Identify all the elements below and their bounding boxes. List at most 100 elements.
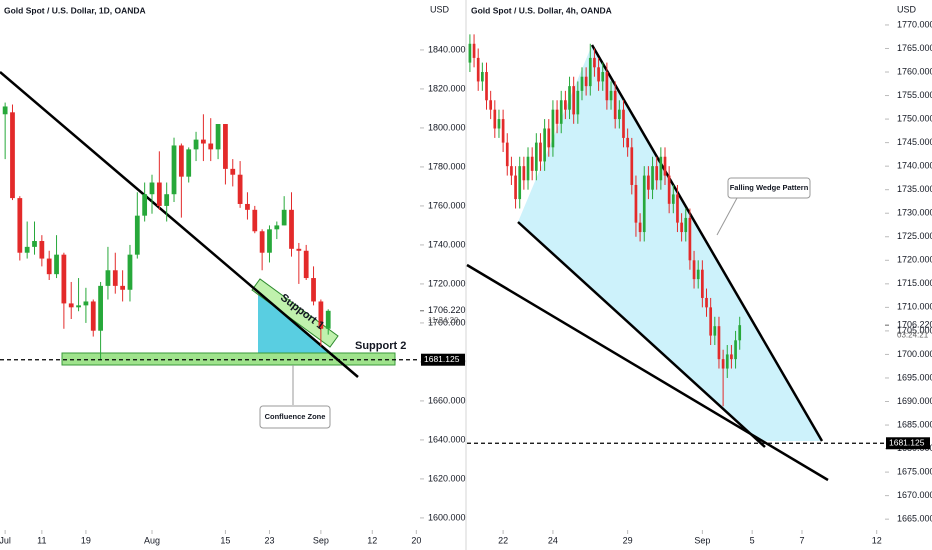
y-axis-label: USD (897, 4, 917, 14)
wedge-lower (517, 221, 766, 448)
support-2-zone (61, 352, 396, 366)
candle-body (721, 359, 725, 369)
candle-body (468, 43, 472, 63)
candle-body (201, 139, 206, 144)
candle-body (90, 301, 96, 331)
candle-body (701, 269, 704, 298)
candle-body (555, 109, 559, 124)
chart-title: Gold Spot / U.S. Dollar, 4h, OANDA (471, 5, 612, 15)
candle-body (46, 258, 52, 275)
x-tick-label: 5 (750, 535, 755, 545)
candle-body (568, 86, 571, 110)
y-tick-label: 1685.000 (897, 419, 932, 429)
candle-body (208, 143, 214, 150)
callout-box (259, 405, 331, 429)
candle-body (522, 166, 526, 181)
trend-line (0, 71, 359, 378)
candle-body (2, 106, 8, 115)
candle-body (667, 175, 671, 204)
x-tick-label: Sep (313, 535, 329, 545)
candle-body (676, 194, 679, 223)
x-tick-label: 7 (799, 535, 804, 545)
candle-body (223, 124, 228, 169)
y-tick-label: 1740.000 (897, 161, 932, 171)
y-tick-label: 1735.000 (897, 184, 932, 194)
candle-body (609, 90, 613, 101)
candle-body (472, 43, 476, 58)
candle-body (24, 246, 30, 253)
x-tick-label: Aug (144, 535, 160, 545)
candle-body (725, 354, 729, 369)
y-tick-label: 1720.000 (897, 255, 932, 265)
candle-body (605, 72, 609, 101)
y-tick-label: 1750.000 (897, 113, 932, 123)
y-tick-label: 1770.000 (897, 19, 932, 29)
y-tick-label: 1700.000 (897, 349, 932, 359)
candle-body (164, 194, 170, 206)
x-tick-label: 12 (367, 535, 377, 545)
candle-body (134, 215, 140, 255)
y-axis-label: USD (430, 4, 450, 14)
countdown: 03:24:21 (897, 330, 929, 339)
candle-body (493, 109, 497, 129)
y-tick-label: 1640.000 (428, 434, 466, 444)
candle-body (505, 142, 509, 167)
y-tick-label: 1600.000 (428, 512, 466, 522)
x-tick-label: 15 (220, 535, 230, 545)
candle-body (663, 156, 667, 176)
candle-body (564, 100, 567, 110)
candle-body (68, 303, 74, 308)
candle-body (543, 128, 546, 162)
y-tick-label: 1725.000 (897, 231, 932, 241)
left-chart (0, 71, 420, 429)
candle-body (186, 149, 192, 177)
y-tick-label: 1665.000 (897, 514, 932, 524)
candle-body (10, 112, 15, 199)
candle-body (289, 209, 294, 249)
candle-body (738, 325, 742, 341)
candle-body (659, 156, 663, 181)
candle-body (634, 184, 638, 223)
candle-body (303, 250, 309, 279)
candle-body (497, 119, 501, 129)
candle-body (584, 76, 588, 87)
candle-body (476, 57, 480, 82)
candle-body (274, 225, 280, 230)
y-tick-label: 1755.000 (897, 90, 932, 100)
candle-body (613, 90, 617, 120)
candle-body (311, 278, 316, 302)
candle-body (551, 109, 555, 148)
annotation: Confluence Zone (265, 412, 326, 421)
candle-body (709, 307, 713, 336)
x-tick-label: Sep (694, 535, 710, 545)
candle-body (193, 139, 199, 150)
candle-body (547, 128, 551, 148)
x-tick-label: 12 (872, 535, 882, 545)
candle-body (230, 168, 236, 175)
candle-body (481, 72, 484, 82)
candle-body (120, 285, 126, 290)
y-tick-label: 1840.000 (428, 44, 466, 54)
y-tick-label: 1620.000 (428, 473, 466, 483)
x-tick-label: 19 (81, 535, 91, 545)
candle-body (267, 229, 272, 253)
support-1-zone (251, 278, 339, 348)
candle-body (626, 137, 629, 148)
candle-body (501, 119, 505, 143)
candle-body (105, 270, 111, 286)
x-tick-label: 22 (498, 535, 508, 545)
candle-body (642, 175, 646, 233)
candle-body (576, 90, 580, 115)
candle-body (54, 254, 59, 275)
candle-body (647, 175, 650, 190)
callout-box (727, 177, 811, 199)
annotation: Falling Wedge Pattern (730, 183, 809, 192)
candle-body (281, 209, 287, 226)
y-tick-label: 1675.000 (897, 466, 932, 476)
candle-body (318, 301, 324, 329)
annotation: Support 2 (355, 340, 406, 352)
candle-body (638, 222, 642, 233)
countdown: 11:24:20 (428, 316, 459, 325)
candle-body (39, 241, 45, 259)
candle-body (325, 310, 331, 329)
